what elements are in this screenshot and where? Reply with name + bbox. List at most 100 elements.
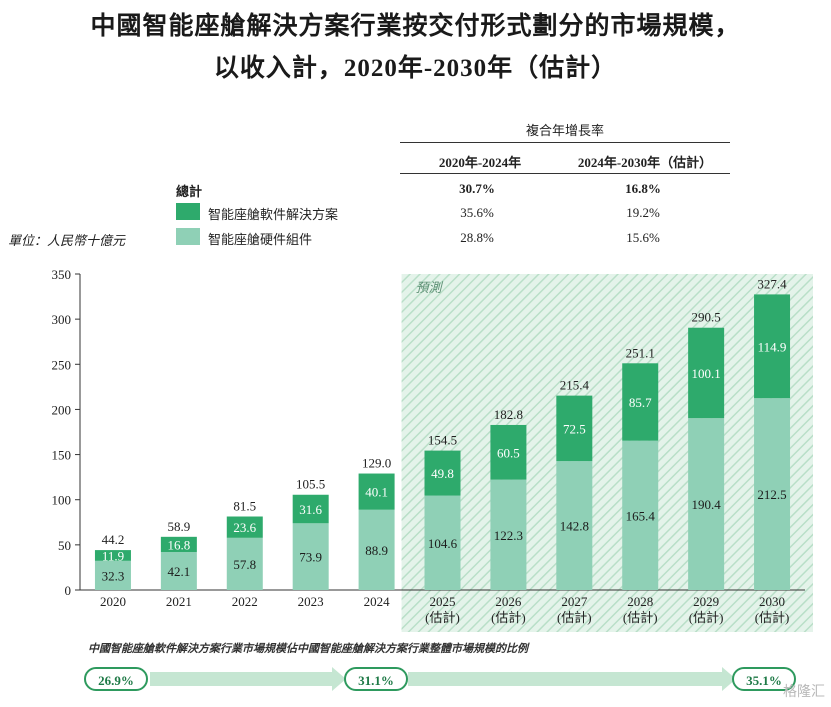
y-tick-label: 50 (58, 538, 71, 553)
y-tick-label: 0 (65, 583, 72, 598)
share-pill-2024: 31.1% (344, 667, 408, 691)
total-value-label: 105.5 (296, 477, 325, 492)
x-tick-label: 2023 (298, 594, 324, 609)
bar-hardware-2025 (424, 495, 461, 590)
total-value-label: 182.8 (494, 407, 523, 422)
x-tick-label: 2029 (693, 594, 719, 609)
total-value-label: 81.5 (233, 499, 256, 514)
software-value-label: 11.9 (102, 548, 124, 563)
cagr-rule-top (400, 142, 730, 143)
bar-hardware-2029 (688, 418, 725, 590)
x-tick-estimate-label: (估計) (425, 610, 460, 625)
x-tick-label: 2027 (561, 594, 588, 609)
chart-title-line1: 中國智能座艙解決方案行業按交付形式劃分的市場規模， (90, 13, 741, 40)
bar-software-2026 (490, 424, 527, 480)
software-value-label: 31.6 (299, 502, 322, 517)
hardware-value-label: 88.9 (365, 543, 388, 558)
bar-software-2021 (160, 536, 197, 552)
bar-hardware-2023 (292, 523, 329, 590)
x-tick-label: 2030 (759, 594, 785, 609)
forecast-label: 預測 (416, 280, 444, 295)
bar-hardware-2020 (94, 560, 131, 590)
hardware-value-label: 73.9 (299, 550, 322, 565)
bar-hardware-2028 (622, 440, 659, 590)
hardware-value-label: 57.8 (233, 557, 256, 572)
x-tick-label: 2021 (166, 594, 192, 609)
hardware-value-label: 212.5 (757, 487, 786, 502)
total-value-label: 251.1 (626, 345, 655, 360)
software-value-label: 40.1 (365, 485, 388, 500)
total-value-label: 154.5 (428, 433, 457, 448)
forecast-region (401, 274, 813, 632)
unit-label: 單位：人民幣十億元 (8, 233, 126, 248)
bar-hardware-2022 (226, 537, 263, 590)
y-tick-label: 100 (52, 493, 72, 508)
cagr-col2-header: 2024年-2030年（估計） (577, 155, 713, 170)
cagr-row-total-v2: 16.8% (625, 181, 661, 196)
hardware-value-label: 165.4 (626, 508, 656, 523)
x-tick-estimate-label: (估計) (755, 610, 790, 625)
bar-hardware-2030 (754, 398, 791, 590)
cagr-row-hardware-v2: 15.6% (626, 230, 660, 245)
bar-software-2022 (226, 516, 263, 538)
cagr-row-software-v2: 19.2% (626, 205, 660, 220)
bar-software-2024 (358, 473, 395, 510)
chart-title-line2: 以收入計，2020年-2030年（估計） (213, 55, 618, 82)
bar-software-2025 (424, 450, 461, 496)
stacked-bar-chart: 預測 0 50 100 150 200 250 300 350 32.3 11.944.2 202… (52, 267, 813, 632)
legend-software-swatch (176, 203, 200, 220)
cagr-row-software-v1: 35.6% (460, 205, 494, 220)
x-tick-estimate-label: (估計) (623, 610, 658, 625)
total-value-label: 129.0 (362, 456, 391, 471)
hardware-value-label: 42.1 (167, 564, 190, 579)
bar-hardware-2024 (358, 509, 395, 590)
y-tick-label: 250 (52, 357, 72, 372)
cagr-row-hardware-v1: 28.8% (460, 230, 494, 245)
software-value-label: 85.7 (629, 395, 652, 410)
bar-hardware-2027 (556, 461, 593, 590)
software-value-label: 72.5 (563, 421, 586, 436)
cagr-row-total-v1: 30.7% (459, 181, 495, 196)
share-ratio-title: 中國智能座艙軟件解決方案行業市場規模佔中國智能座艙解決方案行業整體市場規模的比例 (88, 643, 528, 655)
bar-software-2028 (622, 363, 659, 441)
y-tick-label: 350 (52, 267, 72, 282)
legend-hardware-label: 智能座艙硬件組件 (208, 232, 313, 247)
share-arrow-1 (150, 667, 346, 691)
total-value-label: 327.4 (757, 276, 787, 291)
share-pill-2030: 35.1% (732, 667, 796, 691)
bar-hardware-2026 (490, 479, 527, 590)
cagr-row-total-label: 總計 (176, 184, 203, 199)
x-tick-label: 2026 (495, 594, 522, 609)
hardware-value-label: 122.3 (494, 528, 523, 543)
hardware-value-label: 32.3 (102, 568, 125, 583)
share-arrow-2 (408, 667, 736, 691)
software-value-label: 60.5 (497, 445, 520, 460)
cagr-header: 複合年增長率 (525, 123, 604, 138)
software-value-label: 49.8 (431, 466, 454, 481)
watermark: 格隆汇 (783, 684, 825, 700)
x-tick-label: 2024 (364, 594, 391, 609)
total-value-label: 58.9 (167, 519, 190, 534)
x-tick-estimate-label: (估計) (557, 610, 592, 625)
total-value-label: 290.5 (692, 310, 721, 325)
total-value-label: 215.4 (560, 378, 590, 393)
y-tick-label: 150 (52, 448, 72, 463)
bar-hardware-2021 (160, 551, 197, 590)
share-pill-2020: 26.9% (84, 667, 148, 691)
software-value-label: 114.9 (758, 339, 787, 354)
bar-software-2030 (754, 294, 791, 399)
cagr-rule-mid (400, 173, 730, 174)
bar-software-2020 (94, 550, 131, 561)
x-tick-label: 2028 (627, 594, 653, 609)
x-tick-label: 2025 (430, 594, 456, 609)
x-tick-label: 2020 (100, 594, 126, 609)
cagr-col1-header: 2020年-2024年 (438, 155, 522, 170)
legend-software-label: 智能座艙軟件解決方案 (208, 207, 339, 222)
software-value-label: 16.8 (167, 537, 190, 552)
x-tick-label: 2022 (232, 594, 258, 609)
legend-hardware-swatch (176, 228, 200, 245)
bar-software-2027 (556, 395, 593, 462)
x-tick-estimate-label: (估計) (491, 610, 526, 625)
bar-software-2029 (688, 327, 725, 419)
bar-software-2023 (292, 494, 329, 524)
